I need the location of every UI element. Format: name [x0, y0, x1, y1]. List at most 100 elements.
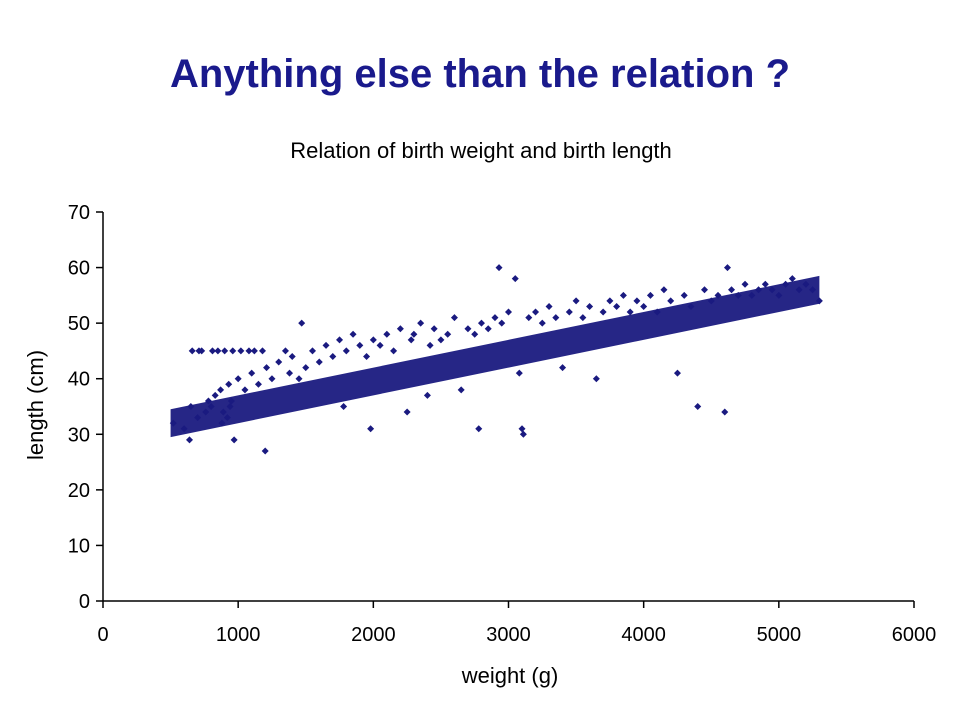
scatter-point	[579, 314, 587, 322]
scatter-point	[498, 319, 506, 327]
scatter-point	[219, 408, 227, 416]
y-tick-label: 30	[68, 424, 90, 446]
scatter-point	[477, 319, 485, 327]
scatter-point	[367, 425, 375, 433]
scatter-point	[204, 397, 212, 405]
scatter-point	[194, 414, 202, 422]
scatter-point	[755, 286, 763, 294]
scatter-point	[700, 286, 708, 294]
y-tick-label: 10	[68, 535, 90, 557]
scatter-point	[286, 369, 294, 377]
scatter-point	[599, 308, 607, 316]
scatter-point	[198, 347, 206, 355]
scatter-point	[694, 403, 702, 410]
scatter-density-band	[170, 275, 820, 438]
scatter-point	[667, 297, 675, 305]
y-axis-label: length (cm)	[23, 350, 48, 460]
y-tick-label: 0	[79, 591, 90, 613]
x-tick-label: 5000	[757, 624, 802, 646]
scatter-point	[572, 297, 580, 305]
scatter-point	[450, 314, 458, 322]
scatter-point	[518, 425, 526, 433]
scatter-point	[396, 325, 404, 333]
scatter-point	[298, 319, 306, 327]
scatter-point	[538, 319, 546, 327]
scatter-point	[707, 297, 715, 305]
scatter-point	[383, 330, 391, 338]
scatter-point	[202, 408, 210, 416]
scatter-point	[680, 291, 688, 299]
y-tick-label: 40	[68, 369, 90, 391]
scatter-point	[552, 314, 560, 322]
slide-title: Anything else than the relation ?	[169, 52, 791, 96]
x-axis-label: weight (g)	[461, 663, 559, 688]
scatter-point	[484, 325, 492, 333]
scatter-point	[532, 308, 540, 316]
scatter-point	[723, 264, 731, 272]
scatter-point	[426, 341, 434, 349]
scatter-point	[403, 408, 411, 416]
scatter-point	[565, 308, 573, 316]
scatter-point	[519, 430, 527, 438]
scatter-point	[349, 330, 357, 338]
scatter-point	[410, 330, 418, 338]
scatter-point	[376, 341, 384, 349]
scatter-point	[188, 347, 196, 355]
scatter-point	[626, 308, 634, 316]
scatter-point	[169, 419, 177, 427]
scatter-point	[230, 436, 238, 444]
scatter-point	[525, 314, 533, 322]
scatter-point	[214, 347, 222, 355]
scatter-point	[464, 325, 472, 333]
scatter-point	[237, 347, 245, 355]
scatter-point	[356, 341, 364, 349]
scatter-point	[221, 347, 229, 355]
scatter-point	[788, 275, 796, 283]
scatter-point	[728, 286, 736, 294]
scatter-point	[218, 419, 226, 427]
scatter-point	[633, 297, 641, 305]
scatter-point	[340, 403, 348, 410]
scatter-point	[619, 291, 627, 299]
scatter-point	[795, 286, 803, 294]
scatter-point	[586, 302, 594, 310]
scatter-point	[721, 408, 729, 416]
scatter-point	[288, 352, 296, 360]
scatter-point	[640, 302, 648, 310]
scatter-point	[211, 391, 219, 399]
scatter-point	[444, 330, 452, 338]
x-tick-label: 6000	[892, 624, 937, 646]
scatter-point	[423, 391, 431, 399]
chart-title: Relation of birth weight and birth lengt…	[290, 138, 672, 163]
scatter-point	[186, 436, 194, 444]
scatter-point	[187, 403, 195, 410]
y-tick-label: 50	[68, 313, 90, 335]
scatter-point	[761, 280, 769, 288]
scatter-point	[263, 364, 271, 372]
x-tick-label: 3000	[486, 624, 531, 646]
scatter-point	[592, 375, 600, 383]
scatter-point	[802, 280, 810, 288]
scatter-point	[336, 336, 344, 344]
scatter-point	[281, 347, 289, 355]
scatter-point	[227, 397, 235, 405]
scatter-point	[430, 325, 438, 333]
scatter-point	[417, 319, 425, 327]
scatter-point	[687, 302, 695, 310]
scatter-point	[329, 352, 337, 360]
scatter-point	[646, 291, 654, 299]
scatter-point	[505, 308, 512, 316]
scatter-point	[559, 364, 567, 372]
scatter-point	[782, 280, 790, 288]
scatter-point	[545, 302, 553, 310]
scatter-point	[734, 291, 742, 299]
scatter-point	[180, 425, 188, 433]
scatter-point	[309, 347, 317, 355]
scatter-point	[208, 347, 216, 355]
scatter-point	[660, 286, 668, 294]
scatter-point	[268, 375, 276, 383]
scatter-point	[207, 403, 215, 410]
x-tick-label: 0	[97, 624, 108, 646]
scatter-point	[653, 308, 661, 316]
